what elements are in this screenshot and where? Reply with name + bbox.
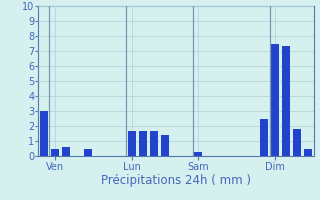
Bar: [61, 147, 70, 156]
Bar: [194, 152, 203, 156]
Bar: [139, 131, 148, 156]
Bar: [282, 46, 291, 156]
Bar: [161, 135, 169, 156]
Bar: [293, 129, 301, 156]
X-axis label: Précipitations 24h ( mm ): Précipitations 24h ( mm ): [101, 174, 251, 187]
Bar: [304, 148, 313, 156]
Bar: [149, 131, 158, 156]
Bar: [51, 148, 59, 156]
Bar: [271, 44, 279, 156]
Bar: [260, 118, 268, 156]
Bar: [128, 131, 136, 156]
Bar: [84, 149, 92, 156]
Bar: [39, 111, 48, 156]
